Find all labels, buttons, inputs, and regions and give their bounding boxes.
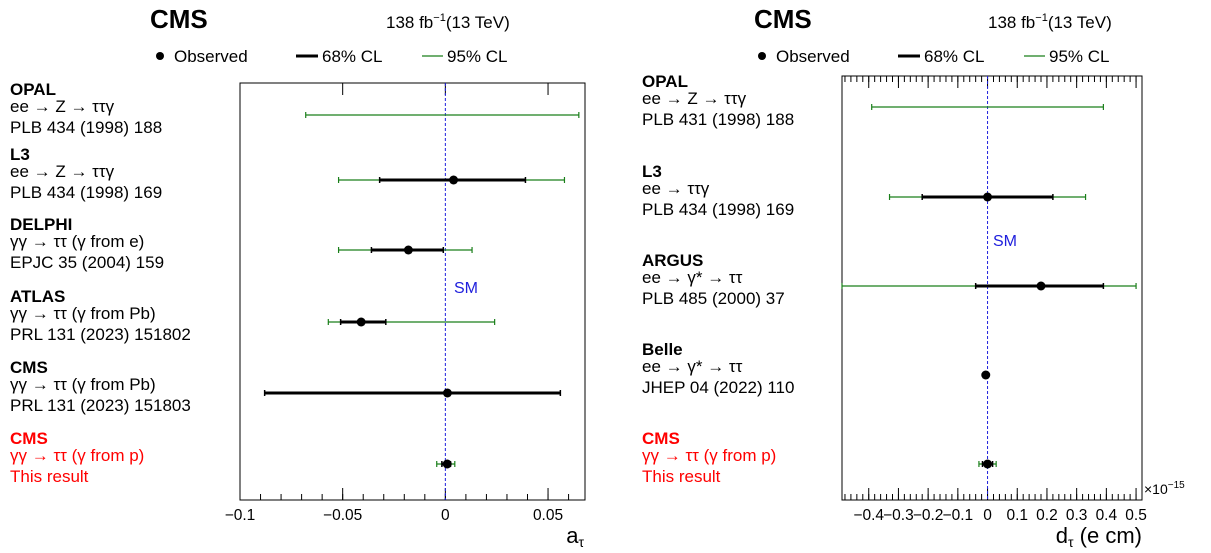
luminosity-label: 138 fb−1(13 TeV): [386, 12, 510, 32]
entry-reference: PRL 131 (2023) 151803: [10, 396, 191, 415]
x-tick-label: 0.1: [1006, 507, 1028, 524]
energy-label: (13 TeV): [1048, 13, 1112, 32]
legend-68cl-label: 68% CL: [924, 47, 984, 66]
entry-reference: JHEP 04 (2022) 110: [642, 378, 794, 397]
entry-process: γγ → ττ (γ from e): [10, 232, 144, 251]
chart-panel-1: CMS 138 fb−1(13 TeV) Observed 68% CL 95% CL −…: [10, 4, 586, 550]
entry-process: ee → Z → ττγ: [10, 97, 115, 116]
entry-name: OPAL: [10, 80, 56, 99]
x-tick-label: 0: [983, 507, 992, 524]
entry-reference: PLB 434 (1998) 169: [642, 200, 794, 219]
x-tick-label: 0.3: [1066, 507, 1088, 524]
entry-name: L3: [642, 162, 662, 181]
luminosity-exponent: −1: [1035, 12, 1048, 24]
x-tick-label: 0.4: [1096, 507, 1118, 524]
axis-multiplier: ×10−15: [1144, 480, 1185, 497]
observed-point: [403, 245, 413, 255]
observed-point: [442, 459, 452, 469]
x-axis-label-subscript: τ: [1068, 534, 1074, 550]
observed-point: [356, 317, 366, 327]
observed-point: [981, 370, 991, 380]
entry-reference: This result: [10, 467, 89, 486]
entry-reference: PLB 431 (1998) 188: [642, 110, 794, 129]
entry-process: γγ → ττ (γ from Pb): [10, 375, 156, 394]
observed-point: [442, 388, 452, 398]
x-tick-label: −0.3: [883, 507, 914, 524]
entry-name: CMS: [10, 358, 48, 377]
luminosity-label: 138 fb−1(13 TeV): [988, 12, 1112, 32]
entry-reference: PLB 434 (1998) 188: [10, 118, 162, 137]
chart-panel-2: CMS 138 fb−1(13 TeV) Observed 68% CL 95% CL −…: [642, 4, 1185, 550]
observed-point: [983, 192, 993, 202]
entry-name: CMS: [642, 429, 680, 448]
legend-68cl-label: 68% CL: [322, 47, 382, 66]
observed-point: [1036, 281, 1046, 291]
entry-name: OPAL: [642, 72, 688, 91]
luminosity-exponent: −1: [433, 12, 446, 24]
entry-process: ee → Z → ττγ: [10, 162, 115, 181]
plot-frame: [841, 75, 1143, 501]
experiment-label: CMS: [150, 4, 208, 34]
x-tick-label: −0.1: [225, 507, 256, 524]
legend-observed-marker: [156, 52, 164, 60]
entry-reference: EPJC 35 (2004) 159: [10, 253, 164, 272]
axis-multiplier-exponent: −15: [1168, 480, 1185, 491]
legend-95cl-label: 95% CL: [447, 47, 507, 66]
x-tick-label: 0.05: [533, 507, 563, 524]
x-axis-label: aτ: [566, 523, 584, 550]
entry-process: ee → γ* → ττ: [642, 357, 743, 376]
entry-name: DELPHI: [10, 215, 72, 234]
x-tick-label: −0.2: [913, 507, 944, 524]
sm-label: SM: [993, 233, 1017, 250]
entry-reference: This result: [642, 467, 721, 486]
entry-name: Belle: [642, 340, 683, 359]
entry-process: ee → ττγ: [642, 179, 710, 198]
entry-reference: PLB 485 (2000) 37: [642, 289, 785, 308]
entry-reference: PLB 434 (1998) 169: [10, 183, 162, 202]
legend-observed-label: Observed: [776, 47, 850, 66]
entry-reference: PRL 131 (2023) 151802: [10, 325, 191, 344]
legend-observed-label: Observed: [174, 47, 248, 66]
experiment-label: CMS: [754, 4, 812, 34]
entry-name: ATLAS: [10, 287, 65, 306]
observed-point: [983, 459, 993, 469]
legend-observed-marker: [758, 52, 766, 60]
x-tick-label: −0.4: [853, 507, 884, 524]
observed-point: [449, 175, 459, 185]
x-tick-label: 0.2: [1036, 507, 1058, 524]
entry-process: γγ → ττ (γ from Pb): [10, 304, 156, 323]
x-axis-label: dτ (e cm): [1056, 523, 1142, 550]
x-tick-label: −0.05: [323, 507, 362, 524]
entry-process: γγ → ττ (γ from p): [642, 446, 776, 465]
energy-label: (13 TeV): [446, 13, 510, 32]
legend-95cl-label: 95% CL: [1049, 47, 1109, 66]
x-axis-unit: (e cm): [1074, 523, 1142, 548]
entry-name: CMS: [10, 429, 48, 448]
x-tick-label: 0.5: [1125, 507, 1147, 524]
plot-frame: [239, 82, 586, 501]
sm-label: SM: [454, 280, 478, 297]
entry-process: ee → γ* → ττ: [642, 268, 743, 287]
entry-name: ARGUS: [642, 251, 703, 270]
x-tick-label: −0.1: [943, 507, 974, 524]
entry-process: ee → Z → ττγ: [642, 89, 747, 108]
entry-name: L3: [10, 145, 30, 164]
entry-process: γγ → ττ (γ from p): [10, 446, 144, 465]
x-tick-label: 0: [441, 507, 450, 524]
x-axis-label-subscript: τ: [578, 534, 584, 550]
